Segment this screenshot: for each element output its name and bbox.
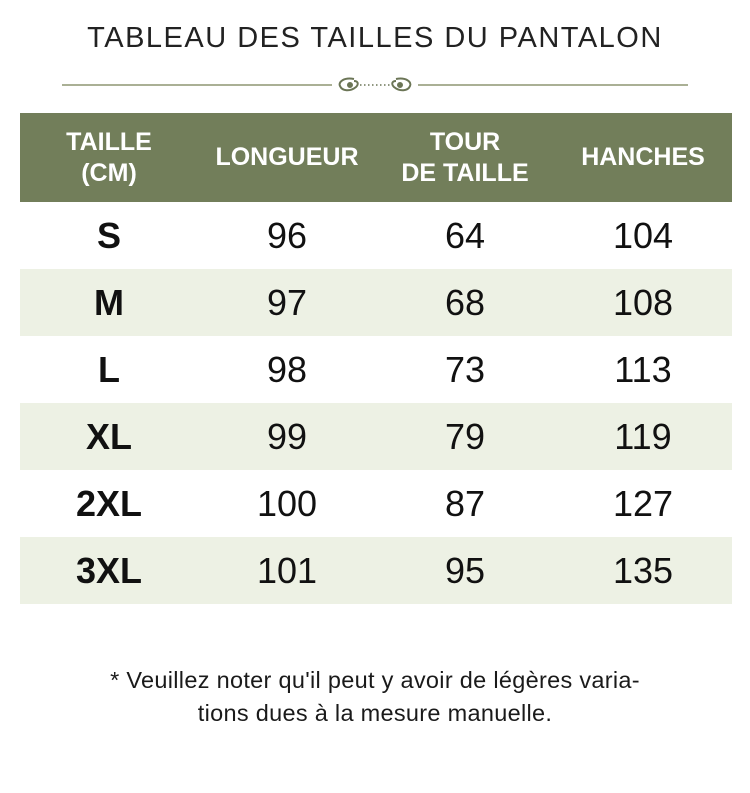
header-longueur: LONGUEUR	[198, 113, 376, 202]
table-row: 3XL 101 95 135	[20, 537, 732, 604]
cell-longueur: 100	[256, 482, 318, 524]
ornament-left-icon	[338, 77, 359, 92]
table-header-row: TAILLE (CM) LONGUEUR TOUR DE TAILLE HANC…	[20, 113, 732, 202]
cell-longueur: 96	[266, 214, 308, 256]
cell-size: 2XL	[75, 482, 143, 524]
note-line: tions dues à la mesure manuelle.	[197, 700, 553, 726]
measurement-note: * Veuillez noter qu'il peut y avoir de l…	[40, 664, 710, 730]
note-line: * Veuillez noter qu'il peut y avoir de l…	[110, 667, 640, 693]
ornament-right-icon	[391, 77, 412, 92]
table-row: M 97 68 108	[20, 269, 732, 336]
cell-longueur: 101	[198, 537, 376, 604]
cell-tour-de-taille: 73	[444, 348, 486, 390]
cell-hanches: 135	[554, 537, 732, 604]
cell-tour-de-taille: 68	[376, 269, 554, 336]
cell-longueur: 98	[266, 348, 308, 390]
ornament-divider	[62, 77, 688, 92]
cell-tour-de-taille: 87	[444, 482, 486, 524]
cell-tour-de-taille: 79	[376, 403, 554, 470]
table-row: L 98 73 113	[20, 336, 732, 403]
cell-hanches: 127	[612, 482, 674, 524]
cell-hanches: 113	[614, 348, 672, 390]
header-taille: TAILLE (CM)	[20, 113, 198, 202]
cell-size: XL	[20, 403, 198, 470]
cell-longueur: 99	[198, 403, 376, 470]
cell-hanches: 108	[554, 269, 732, 336]
table-row: S 96 64 104	[20, 202, 732, 269]
size-chart-table: TAILLE (CM) LONGUEUR TOUR DE TAILLE HANC…	[20, 113, 732, 604]
cell-size: 3XL	[20, 537, 198, 604]
cell-size: S	[96, 214, 121, 256]
header-label: DE TAILLE	[401, 158, 529, 187]
cell-tour-de-taille: 64	[444, 214, 486, 256]
cell-hanches: 104	[612, 214, 674, 256]
header-label: TAILLE	[66, 127, 152, 156]
cell-longueur: 97	[198, 269, 376, 336]
header-label: (CM)	[81, 158, 137, 187]
cell-hanches: 119	[554, 403, 732, 470]
cell-size: L	[98, 348, 120, 390]
cell-tour-de-taille: 95	[376, 537, 554, 604]
table-row: 2XL 100 87 127	[20, 470, 732, 537]
header-label: LONGUEUR	[215, 143, 359, 171]
header-tour-de-taille: TOUR DE TAILLE	[376, 113, 554, 202]
cell-size: M	[20, 269, 198, 336]
header-label: HANCHES	[581, 143, 705, 171]
page-title: TABLEAU DES TAILLES DU PANTALON	[87, 22, 663, 54]
header-label: TOUR	[429, 127, 501, 156]
table-row: XL 99 79 119	[20, 403, 732, 470]
header-hanches: HANCHES	[554, 113, 732, 202]
